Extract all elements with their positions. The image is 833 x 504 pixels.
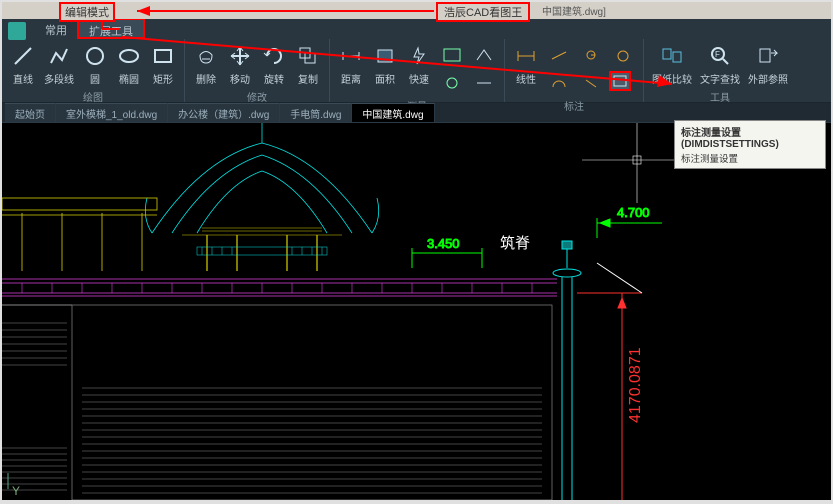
quick-icon — [406, 43, 432, 69]
btn-rect[interactable]: 矩形 — [146, 41, 180, 88]
tab-home[interactable]: 起始页 — [5, 103, 56, 122]
edit-mode-label[interactable]: 编辑模式 — [59, 2, 115, 22]
measure-small-1[interactable] — [436, 41, 468, 69]
tab-file-1[interactable]: 室外模梯_1_old.dwg — [56, 103, 168, 122]
compare-icon — [659, 43, 685, 69]
delete-icon — [193, 43, 219, 69]
linear-dim-icon — [513, 43, 539, 69]
line-icon — [10, 43, 36, 69]
group-label-annotate: 标注 — [564, 98, 584, 113]
area-icon — [372, 43, 398, 69]
btn-delete[interactable]: 删除 — [189, 41, 223, 88]
tab-file-2[interactable]: 办公楼（建筑）.dwg — [168, 103, 280, 122]
btn-rotate[interactable]: 旋转 — [257, 41, 291, 88]
btn-area[interactable]: 面积 — [368, 41, 402, 97]
dim-vertical: 4170.0871 — [627, 347, 644, 423]
ellipse-icon — [116, 43, 142, 69]
ribbon-area: 常用 扩展工具 直线 多段线 圆 — [2, 19, 831, 103]
svg-text:F: F — [715, 50, 720, 59]
rotate-icon — [261, 43, 287, 69]
dim-settings-button[interactable] — [609, 71, 631, 91]
app-logo[interactable] — [8, 22, 26, 40]
btn-move[interactable]: 移动 — [223, 41, 257, 88]
axis-y-label: Y — [12, 484, 20, 498]
btn-compare[interactable]: 图纸比较 — [648, 41, 696, 88]
tab-file-3[interactable]: 手电筒.dwg — [280, 103, 352, 122]
circle-icon — [82, 43, 108, 69]
xref-icon — [755, 43, 781, 69]
drawing-canvas[interactable]: 3.450 筑脊 4.700 — [2, 123, 831, 500]
tooltip-sub: 标注测量设置 — [681, 151, 819, 165]
btn-copy[interactable]: 复制 — [291, 41, 325, 88]
distance-icon — [338, 43, 364, 69]
app-window: 编辑模式 浩辰CAD看图王 中国建筑.dwg] 常用 扩展工具 直线 多段线 — [2, 2, 831, 500]
drawing-text-1: 筑脊 — [500, 235, 530, 252]
title-file: 中国建筑.dwg] — [542, 3, 606, 18]
btn-xref[interactable]: 外部参照 — [744, 41, 792, 88]
menu-tabs: 常用 扩展工具 — [2, 19, 831, 39]
group-draw: 直线 多段线 圆 椭圆 — [2, 39, 185, 102]
dim-4700: 4.700 — [617, 205, 650, 220]
titlebar: 编辑模式 浩辰CAD看图王 中国建筑.dwg] — [2, 2, 831, 19]
btn-distance[interactable]: 距离 — [334, 41, 368, 97]
app-title: 浩辰CAD看图王 — [436, 2, 530, 22]
ann-small-2[interactable] — [543, 69, 575, 97]
ribbon: 直线 多段线 圆 椭圆 — [2, 39, 831, 103]
find-icon: F — [707, 43, 733, 69]
group-measure: 距离 面积 快速 — [330, 39, 505, 102]
tab-file-4[interactable]: 中国建筑.dwg — [352, 103, 434, 122]
btn-line[interactable]: 直线 — [6, 41, 40, 88]
copy-icon — [295, 43, 321, 69]
rect-icon — [150, 43, 176, 69]
group-tools: 图纸比较 F 文字查找 外部参照 工具 — [644, 39, 796, 102]
group-label-tools: 工具 — [710, 89, 730, 104]
measure-small-4[interactable] — [468, 69, 500, 97]
group-annotate: 线性 标注 — [505, 39, 644, 102]
ann-small-4[interactable] — [575, 69, 607, 97]
btn-ellipse[interactable]: 椭圆 — [112, 41, 146, 88]
ann-small-5[interactable] — [607, 41, 639, 69]
measure-small-2[interactable] — [436, 69, 468, 97]
tab-common[interactable]: 常用 — [35, 19, 77, 39]
group-label-draw: 绘图 — [83, 89, 103, 104]
group-modify: 删除 移动 旋转 复制 修改 — [185, 39, 330, 102]
group-label-modify: 修改 — [247, 89, 267, 104]
ann-small-3[interactable] — [575, 41, 607, 69]
dim-3450: 3.450 — [427, 236, 460, 251]
btn-quick[interactable]: 快速 — [402, 41, 436, 97]
ann-small-1[interactable] — [543, 41, 575, 69]
measure-small-3[interactable] — [468, 41, 500, 69]
move-icon — [227, 43, 253, 69]
btn-find[interactable]: F 文字查找 — [696, 41, 744, 88]
polyline-icon — [46, 43, 72, 69]
tooltip-title: 标注测量设置 (DIMDISTSETTINGS) — [681, 124, 819, 150]
btn-linear-dim[interactable]: 线性 — [509, 41, 543, 97]
btn-polyline[interactable]: 多段线 — [40, 41, 78, 88]
btn-circle[interactable]: 圆 — [78, 41, 112, 88]
tooltip-dim-settings: 标注测量设置 (DIMDISTSETTINGS) 标注测量设置 — [674, 120, 826, 169]
